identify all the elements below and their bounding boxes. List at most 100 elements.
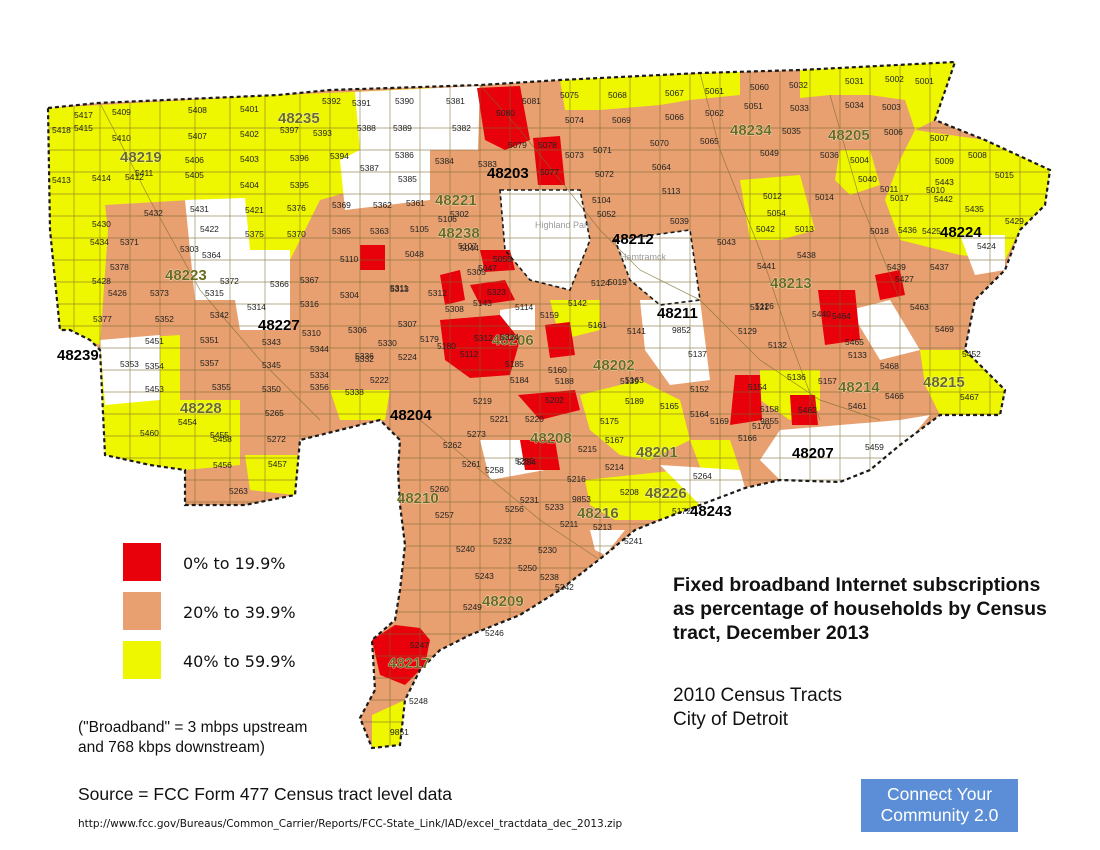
low-region-14	[790, 395, 818, 425]
tract-label: 5432	[144, 208, 163, 218]
tract-label: 5214	[605, 462, 624, 472]
tract-label: 5404	[240, 180, 259, 190]
tract-label: 5455	[210, 430, 229, 440]
tract-label: 5361	[406, 198, 425, 208]
source-url: http://www.fcc.gov/Bureaus/Common_Carrie…	[78, 818, 623, 830]
zip-labels: 48235 48219 48234 48205 48203 48221 4823…	[57, 110, 982, 673]
tract-label: 5443	[935, 177, 954, 187]
tract-label: 5377	[93, 314, 112, 324]
zip-label: 48243	[690, 503, 732, 520]
tract-label: 5311	[390, 283, 409, 293]
tract-label: 5332	[355, 354, 374, 364]
tract-label: 5019	[608, 277, 627, 287]
tract-label: 5457	[268, 459, 287, 469]
low-region-12	[875, 270, 905, 300]
hamtramck-boundary	[613, 229, 701, 306]
c-high-region-3	[585, 470, 700, 520]
tract-label: 5110	[340, 254, 359, 264]
tract-label: 5081	[522, 96, 541, 106]
tract-label: 5405	[185, 170, 204, 180]
tract-label: 5222	[370, 375, 389, 385]
tract-label: 5114	[515, 302, 534, 312]
tract-label: 5305	[467, 267, 486, 277]
tract-label: 5017	[890, 193, 909, 203]
tract-label: 5018	[870, 226, 889, 236]
tract-label: 5440	[812, 309, 831, 319]
tract-label: 5397	[280, 125, 299, 135]
tract-label: 5424	[977, 241, 996, 251]
tract-label: 5434	[90, 237, 109, 247]
tract-label: 5308	[445, 304, 464, 314]
tract-label: 5055	[493, 254, 512, 264]
tract-label: 5356	[310, 382, 329, 392]
zip-label: 48208	[530, 430, 572, 447]
c-nodata-area-2	[500, 305, 535, 330]
tract-label: 5307	[398, 319, 417, 329]
tract-label: 5373	[150, 288, 169, 298]
zip-label: 48207	[792, 445, 834, 462]
badge-line: Connect Your	[886, 784, 993, 804]
tract-boundaries	[48, 62, 1050, 748]
tract-label: 5418	[52, 125, 71, 135]
tract-label: 5248	[409, 696, 428, 706]
tract-label: 5121	[750, 302, 769, 312]
low-region-8	[545, 322, 575, 358]
tract-label: 5306	[348, 325, 367, 335]
tract-label: 5188	[555, 376, 574, 386]
zip-label: 48206	[492, 332, 534, 349]
zip-label: 48228	[180, 400, 222, 417]
map-title: Fixed broadband Internet subscriptions a…	[673, 574, 1047, 644]
tract-label: 5158	[760, 404, 779, 414]
tract-label: 5438	[797, 250, 816, 260]
s-nodata-area-3	[590, 530, 625, 555]
tract-label: 5011	[880, 184, 899, 194]
zip-label: 48213	[770, 275, 812, 292]
tract-label: 5167	[605, 435, 624, 445]
tract-label: 5015	[995, 170, 1014, 180]
zip-label: 48223	[165, 267, 207, 284]
tract-label: 5113	[662, 186, 681, 196]
low-region-2	[533, 136, 565, 185]
n-high-region-3	[560, 72, 740, 110]
note-line: ("Broadband" = 3 mbps upstream	[78, 719, 308, 736]
zip-label: 48214	[838, 379, 880, 396]
tract-label: 5464	[832, 311, 851, 321]
tract-label: 5388	[357, 123, 376, 133]
tract-label: 5402	[240, 129, 259, 139]
tract-label: 5133	[848, 350, 867, 360]
tract-label: 5453	[145, 384, 164, 394]
zip-label: 48226	[645, 485, 687, 502]
tract-label: 5213	[593, 522, 612, 532]
zip-label: 48209	[482, 593, 524, 610]
tract-label: 5410	[112, 133, 131, 143]
tract-label: 5386	[395, 150, 414, 160]
tract-label: 5112	[460, 349, 479, 359]
tract-label: 5430	[92, 219, 111, 229]
ne-high-region-1	[800, 62, 955, 130]
tract-label: 5032	[789, 80, 808, 90]
tract-label: 5012	[763, 191, 782, 201]
tract-label: 5254	[517, 457, 536, 467]
tract-label: 5441	[757, 261, 776, 271]
e-nodata-area-1	[850, 300, 920, 360]
tract-label: 5378	[110, 262, 129, 272]
w-nodata-area	[185, 198, 290, 330]
highland-park-area	[500, 190, 590, 290]
legend-swatch-low	[123, 543, 161, 581]
tract-label: 5175	[600, 416, 619, 426]
tract-label: 5316	[300, 299, 319, 309]
tract-label: 5220	[525, 414, 544, 424]
tract-label: 5363	[370, 226, 389, 236]
tract-label: 5040	[858, 174, 877, 184]
tract-label: 5247	[410, 640, 429, 650]
tract-label: 5062	[705, 108, 724, 118]
tract-label: 5371	[120, 237, 139, 247]
tract-label: 5034	[845, 100, 864, 110]
tract-label: 5169	[710, 416, 729, 426]
tract-label: 5077	[540, 167, 559, 177]
subtitle-line: 2010 Census Tracts	[673, 685, 842, 706]
tract-label: 5250	[518, 563, 537, 573]
tract-label: 5362	[373, 200, 392, 210]
tract-label: 5136	[787, 372, 806, 382]
